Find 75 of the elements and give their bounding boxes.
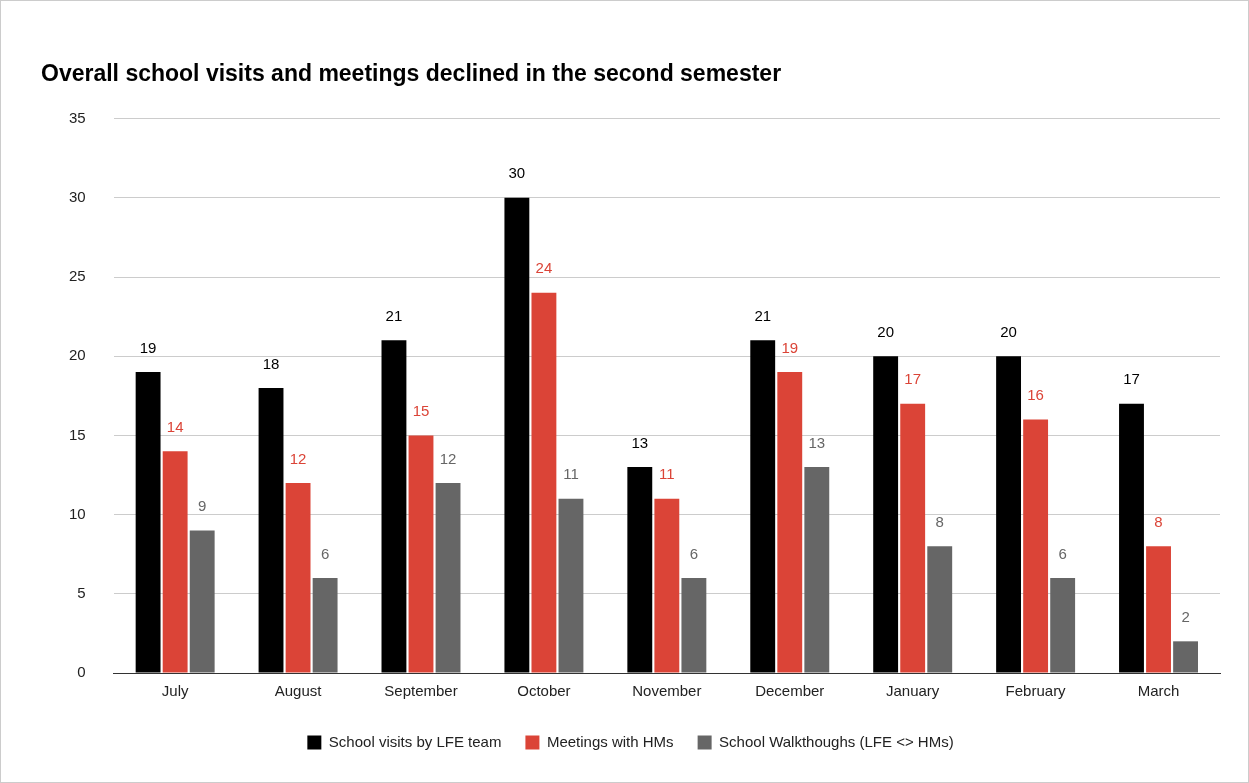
- data-label: 24: [535, 259, 553, 277]
- bar: [1173, 641, 1199, 673]
- bar: [804, 467, 830, 673]
- bar: [258, 387, 284, 673]
- x-tick-label: February: [1005, 682, 1067, 700]
- data-label: 2: [1181, 607, 1190, 625]
- data-label: 19: [139, 338, 157, 356]
- bar: [135, 372, 161, 673]
- bar: [1050, 577, 1076, 673]
- x-tick-label: December: [755, 682, 825, 700]
- data-label: 17: [904, 370, 922, 388]
- bar: [381, 340, 407, 673]
- data-label: 11: [563, 465, 579, 483]
- legend-label: Meetings with HMs: [546, 732, 674, 750]
- bar: [654, 498, 680, 673]
- data-label: 19: [781, 338, 799, 356]
- bar: [435, 482, 461, 673]
- y-tick-label: 10: [69, 504, 86, 522]
- data-label: 20: [877, 322, 894, 340]
- legend-label: School Walkthoughs (LFE <> HMs): [719, 732, 954, 750]
- bar: [408, 435, 434, 673]
- bar: [996, 356, 1022, 673]
- bar: [873, 356, 899, 673]
- bar: [1119, 403, 1144, 673]
- x-tick-label: October: [517, 682, 571, 700]
- x-tick-label: September: [384, 682, 458, 700]
- data-label: 17: [1123, 370, 1140, 388]
- data-label: 12: [289, 449, 307, 467]
- data-label: 6: [689, 544, 699, 562]
- x-tick-label: March: [1137, 682, 1180, 700]
- data-label: 9: [198, 497, 207, 515]
- bar: [777, 372, 803, 673]
- legend-label: School visits by LFE team: [328, 732, 502, 750]
- bar: [504, 197, 530, 673]
- data-label: 13: [808, 433, 826, 451]
- bar: [1023, 419, 1049, 673]
- data-label: 13: [631, 433, 649, 451]
- data-label: 15: [412, 402, 430, 420]
- y-tick-label: 0: [77, 663, 86, 681]
- bar: [162, 451, 188, 673]
- chart-title: Overall school visits and meetings declined in the second semester: [41, 60, 782, 87]
- data-label: 21: [385, 307, 403, 324]
- data-label: 8: [1154, 512, 1163, 530]
- data-label: 8: [935, 512, 944, 530]
- bar: [927, 546, 953, 673]
- bar: [900, 403, 926, 673]
- bar: [189, 530, 215, 673]
- y-tick-label: 5: [77, 583, 86, 601]
- x-tick-label: August: [274, 682, 323, 700]
- data-label: 20: [1000, 322, 1017, 340]
- y-tick-label: 30: [69, 187, 86, 205]
- bar: [531, 292, 557, 673]
- y-tick-label: 20: [69, 346, 86, 364]
- bar: [750, 340, 776, 673]
- x-tick-label: November: [632, 682, 702, 700]
- bar: [1146, 546, 1171, 673]
- bar: [558, 498, 584, 673]
- data-label: 18: [262, 354, 280, 372]
- x-tick-label: January: [886, 682, 940, 700]
- bar: [285, 482, 311, 673]
- x-tick-label: July: [161, 682, 189, 700]
- data-label: 11: [659, 465, 675, 483]
- y-tick-label: 35: [69, 108, 86, 126]
- data-label: 21: [754, 307, 772, 324]
- bar: [627, 467, 653, 673]
- data-label: 30: [508, 164, 526, 182]
- data-label: 16: [1027, 386, 1044, 404]
- y-tick-label: 15: [69, 425, 86, 443]
- bar: [312, 577, 338, 673]
- data-label: 12: [439, 449, 457, 467]
- data-label: 14: [166, 417, 184, 435]
- data-label: 6: [320, 544, 330, 562]
- bar: [681, 577, 707, 673]
- y-tick-label: 25: [69, 267, 86, 285]
- data-label: 6: [1058, 544, 1067, 562]
